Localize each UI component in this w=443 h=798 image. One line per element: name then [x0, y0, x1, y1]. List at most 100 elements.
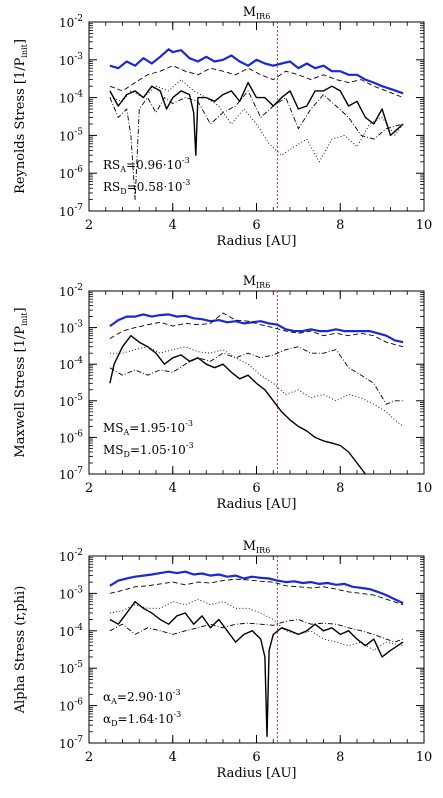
y-tick-base: 10 [59, 129, 74, 143]
y-tick-label: 10-5 [59, 393, 83, 409]
y-tick-exponent: -7 [74, 735, 83, 745]
chart-title-main: M [243, 539, 256, 554]
y-tick-exponent: -6 [74, 698, 83, 708]
stress-annotation: αA=2.90·10-3 [103, 688, 181, 706]
annotation-subscript: A [119, 165, 126, 174]
y-tick-base: 10 [59, 167, 74, 181]
annotation-symbol: RS [103, 180, 120, 194]
y-tick-exponent: -5 [74, 660, 83, 670]
x-tick-label: 2 [85, 218, 93, 233]
annotation-symbol: α [103, 712, 111, 726]
chart-title-sub: IR6 [256, 546, 270, 555]
annotation-value: =1.95·10 [129, 421, 185, 435]
annotation-value: =0.96·10 [126, 158, 182, 172]
y-axis-label-main: Alpha Stress (r,phi) [13, 586, 28, 715]
y-tick-base: 10 [59, 662, 74, 676]
chart-title: MIR6 [243, 539, 271, 555]
series-group [109, 312, 404, 474]
x-tick-label: 4 [169, 481, 177, 496]
y-tick-label: 10-3 [59, 52, 83, 68]
y-tick-base: 10 [59, 358, 74, 372]
y-tick-exponent: -6 [74, 165, 83, 175]
x-tick-label: 10 [416, 750, 433, 765]
y-tick-base: 10 [59, 322, 74, 336]
y-tick-label: 10-4 [59, 90, 83, 106]
y-tick-base: 10 [59, 395, 74, 409]
x-tick-label: 8 [336, 750, 344, 765]
x-tick-label: 8 [336, 218, 344, 233]
y-tick-base: 10 [59, 431, 74, 445]
y-tick-base: 10 [59, 16, 74, 30]
annotation-symbol: RS [103, 158, 120, 172]
y-tick-exponent: -6 [74, 429, 83, 439]
y-tick-exponent: -3 [74, 320, 83, 330]
y-tick-base: 10 [59, 625, 74, 639]
series-line-solid [109, 601, 404, 738]
y-tick-label: 10-7 [59, 466, 83, 482]
y-tick-exponent: -4 [74, 623, 83, 633]
y-axis-label-main: Maxwell Stress [1/P [13, 326, 28, 458]
stress-annotation: αD=1.64·10-3 [103, 710, 181, 728]
x-axis-label: Radius [AU] [217, 234, 297, 249]
y-axis-label: Maxwell Stress [1/Pinit] [13, 307, 29, 457]
series-line-dotted [109, 598, 404, 651]
x-tick-label: 2 [85, 481, 93, 496]
series-line-dashed [109, 312, 404, 348]
annotation-subscript: D [111, 719, 117, 728]
chart-title-sub: IR6 [256, 12, 270, 21]
series-line-dashed [109, 578, 404, 606]
series-line-dashdot [109, 90, 404, 201]
x-tick-label: 6 [252, 218, 260, 233]
annotation-exponent: -3 [182, 156, 190, 165]
x-tick-label: 6 [252, 481, 260, 496]
y-tick-label: 10-2 [59, 283, 83, 299]
y-tick-label: 10-2 [59, 548, 83, 564]
x-tick-label: 4 [169, 218, 177, 233]
series-group [109, 570, 404, 738]
y-tick-exponent: -7 [74, 466, 83, 476]
y-tick-label: 10-4 [59, 356, 83, 372]
y-axis-label: Alpha Stress (r,phi) [13, 586, 28, 715]
annotation-value: =2.90·10 [117, 690, 173, 704]
y-tick-label: 10-6 [59, 698, 83, 714]
series-line-dotted [109, 79, 404, 163]
y-tick-label: 10-6 [59, 429, 83, 445]
stress-annotation: MSD=1.05·10-3 [103, 441, 194, 459]
y-tick-base: 10 [59, 285, 74, 299]
y-axis-label-end: ] [13, 39, 28, 44]
series-line-dashdot [109, 346, 404, 405]
y-tick-label: 10-3 [59, 320, 83, 336]
x-axis-label: Radius [AU] [217, 766, 297, 781]
y-tick-base: 10 [59, 700, 74, 714]
stress-annotation: RSD=0.58·10-3 [103, 178, 190, 196]
annotation-subscript: A [110, 697, 117, 706]
y-tick-base: 10 [59, 737, 74, 751]
annotation-symbol: α [103, 690, 111, 704]
annotation-exponent: -3 [173, 688, 181, 697]
annotation-exponent: -3 [185, 419, 193, 428]
series-line-blue [109, 48, 404, 95]
stress-annotation: MSA=1.95·10-3 [103, 419, 193, 437]
y-tick-label: 10-5 [59, 660, 83, 676]
y-axis-label-main: Reynolds Stress [1/P [13, 57, 28, 194]
annotation-subscript: D [124, 450, 130, 459]
y-axis-label-end: ] [13, 307, 28, 312]
x-tick-label: 4 [169, 750, 177, 765]
y-tick-exponent: -2 [74, 14, 83, 24]
series-line-blue [109, 570, 404, 605]
y-tick-exponent: -4 [74, 356, 83, 366]
y-tick-exponent: -4 [74, 90, 83, 100]
series-line-dashed [109, 65, 404, 99]
annotation-value: =1.64·10 [118, 712, 174, 726]
series-line-solid [109, 81, 404, 156]
chart-title-main: M [243, 274, 256, 289]
stress-annotation: RSA=0.96·10-3 [103, 156, 190, 174]
annotation-symbol: MS [103, 443, 124, 457]
y-tick-label: 10-7 [59, 203, 83, 219]
y-tick-base: 10 [59, 54, 74, 68]
y-tick-label: 10-3 [59, 585, 83, 601]
annotation-subscript: A [123, 428, 130, 437]
y-tick-label: 10-5 [59, 127, 83, 143]
